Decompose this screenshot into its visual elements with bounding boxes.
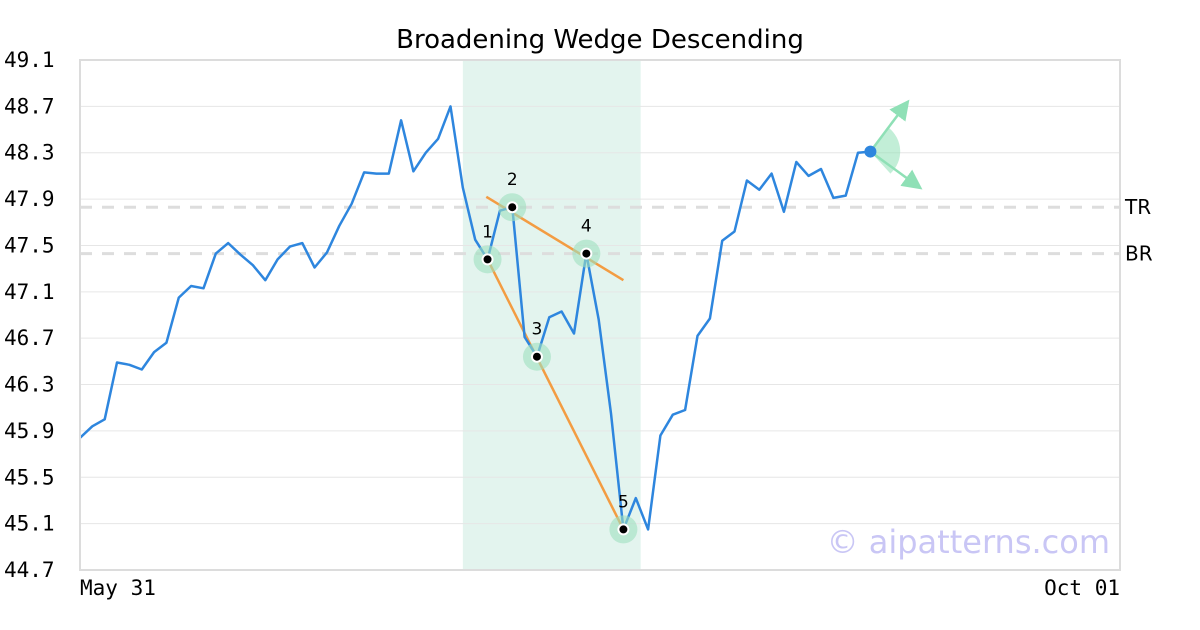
chart-title: Broadening Wedge Descending <box>396 25 804 55</box>
y-tick-label: 48.7 <box>4 94 55 118</box>
price-line <box>79 105 871 531</box>
pivot-label: 5 <box>618 492 629 512</box>
last-point <box>864 145 877 158</box>
down-arrow <box>869 150 923 190</box>
pivot-point <box>506 201 519 214</box>
y-tick-label: 45.5 <box>4 465 55 489</box>
pivot-point <box>530 350 543 363</box>
pivot-markers: 1 2 3 4 5 <box>473 170 638 544</box>
y-tick-label: 47.9 <box>4 187 55 211</box>
pivot-label: 1 <box>482 222 493 242</box>
projection-arrows <box>864 99 923 190</box>
pivot-label: 4 <box>581 217 592 237</box>
projection-fan <box>870 127 901 174</box>
level-label: BR <box>1125 242 1153 266</box>
level-label: TR <box>1124 195 1151 219</box>
y-tick-label: 47.1 <box>4 280 55 304</box>
price-series <box>79 105 871 531</box>
plot-frame <box>79 59 1121 571</box>
y-tick-label: 44.7 <box>4 558 55 582</box>
y-tick-label: 48.3 <box>4 141 55 165</box>
watermark: © aipatterns.com <box>827 523 1110 561</box>
plot-background <box>80 60 1120 570</box>
pivot-point <box>617 523 630 536</box>
trendline <box>486 258 625 530</box>
pivot-point <box>580 247 593 260</box>
x-tick-label: May 31 <box>80 576 156 600</box>
y-tick-label: 45.9 <box>4 419 55 443</box>
y-tick-label: 49.1 <box>4 48 55 72</box>
y-tick-label: 46.3 <box>4 373 55 397</box>
up-arrow <box>869 99 910 153</box>
level-lines: TR BR <box>80 195 1153 266</box>
axes: 49.1 48.7 48.3 47.9 47.5 47.1 46.7 46.3 45.9 45.5… <box>4 48 1121 600</box>
pivot-label: 2 <box>507 170 518 190</box>
y-tick-label: 46.7 <box>4 326 55 350</box>
x-tick-label: Oct 01 <box>1044 576 1120 600</box>
y-tick-label: 45.1 <box>4 512 55 536</box>
pivot-point <box>481 253 494 266</box>
pivot-label: 3 <box>532 320 543 340</box>
y-tick-label: 47.5 <box>4 233 55 257</box>
